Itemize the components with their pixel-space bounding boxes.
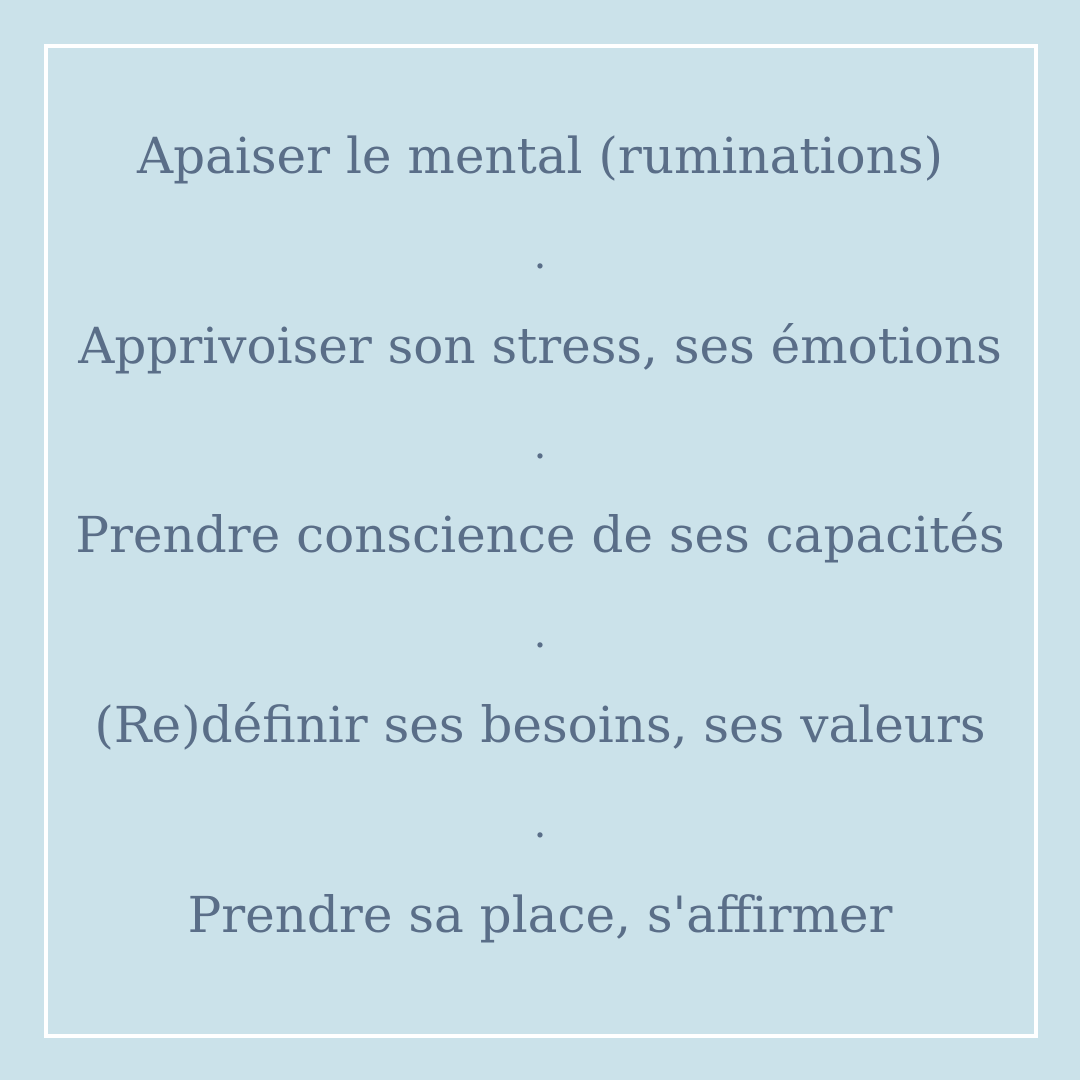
line-4: (Re)définir ses besoins, ses valeurs — [94, 696, 986, 754]
line-2: Apprivoiser son stress, ses émotions — [78, 317, 1002, 375]
line-1: Apaiser le mental (ruminations) — [136, 127, 943, 185]
line-3: Prendre conscience de ses capacités — [75, 506, 1005, 564]
separator-dot-1: . — [533, 232, 547, 278]
line-5: Prendre sa place, s'affirmer — [187, 886, 893, 944]
separator-dot-4: . — [533, 801, 547, 847]
separator-dot-3: . — [533, 611, 547, 657]
white-border-frame — [44, 44, 1038, 1038]
separator-dot-2: . — [533, 422, 547, 468]
